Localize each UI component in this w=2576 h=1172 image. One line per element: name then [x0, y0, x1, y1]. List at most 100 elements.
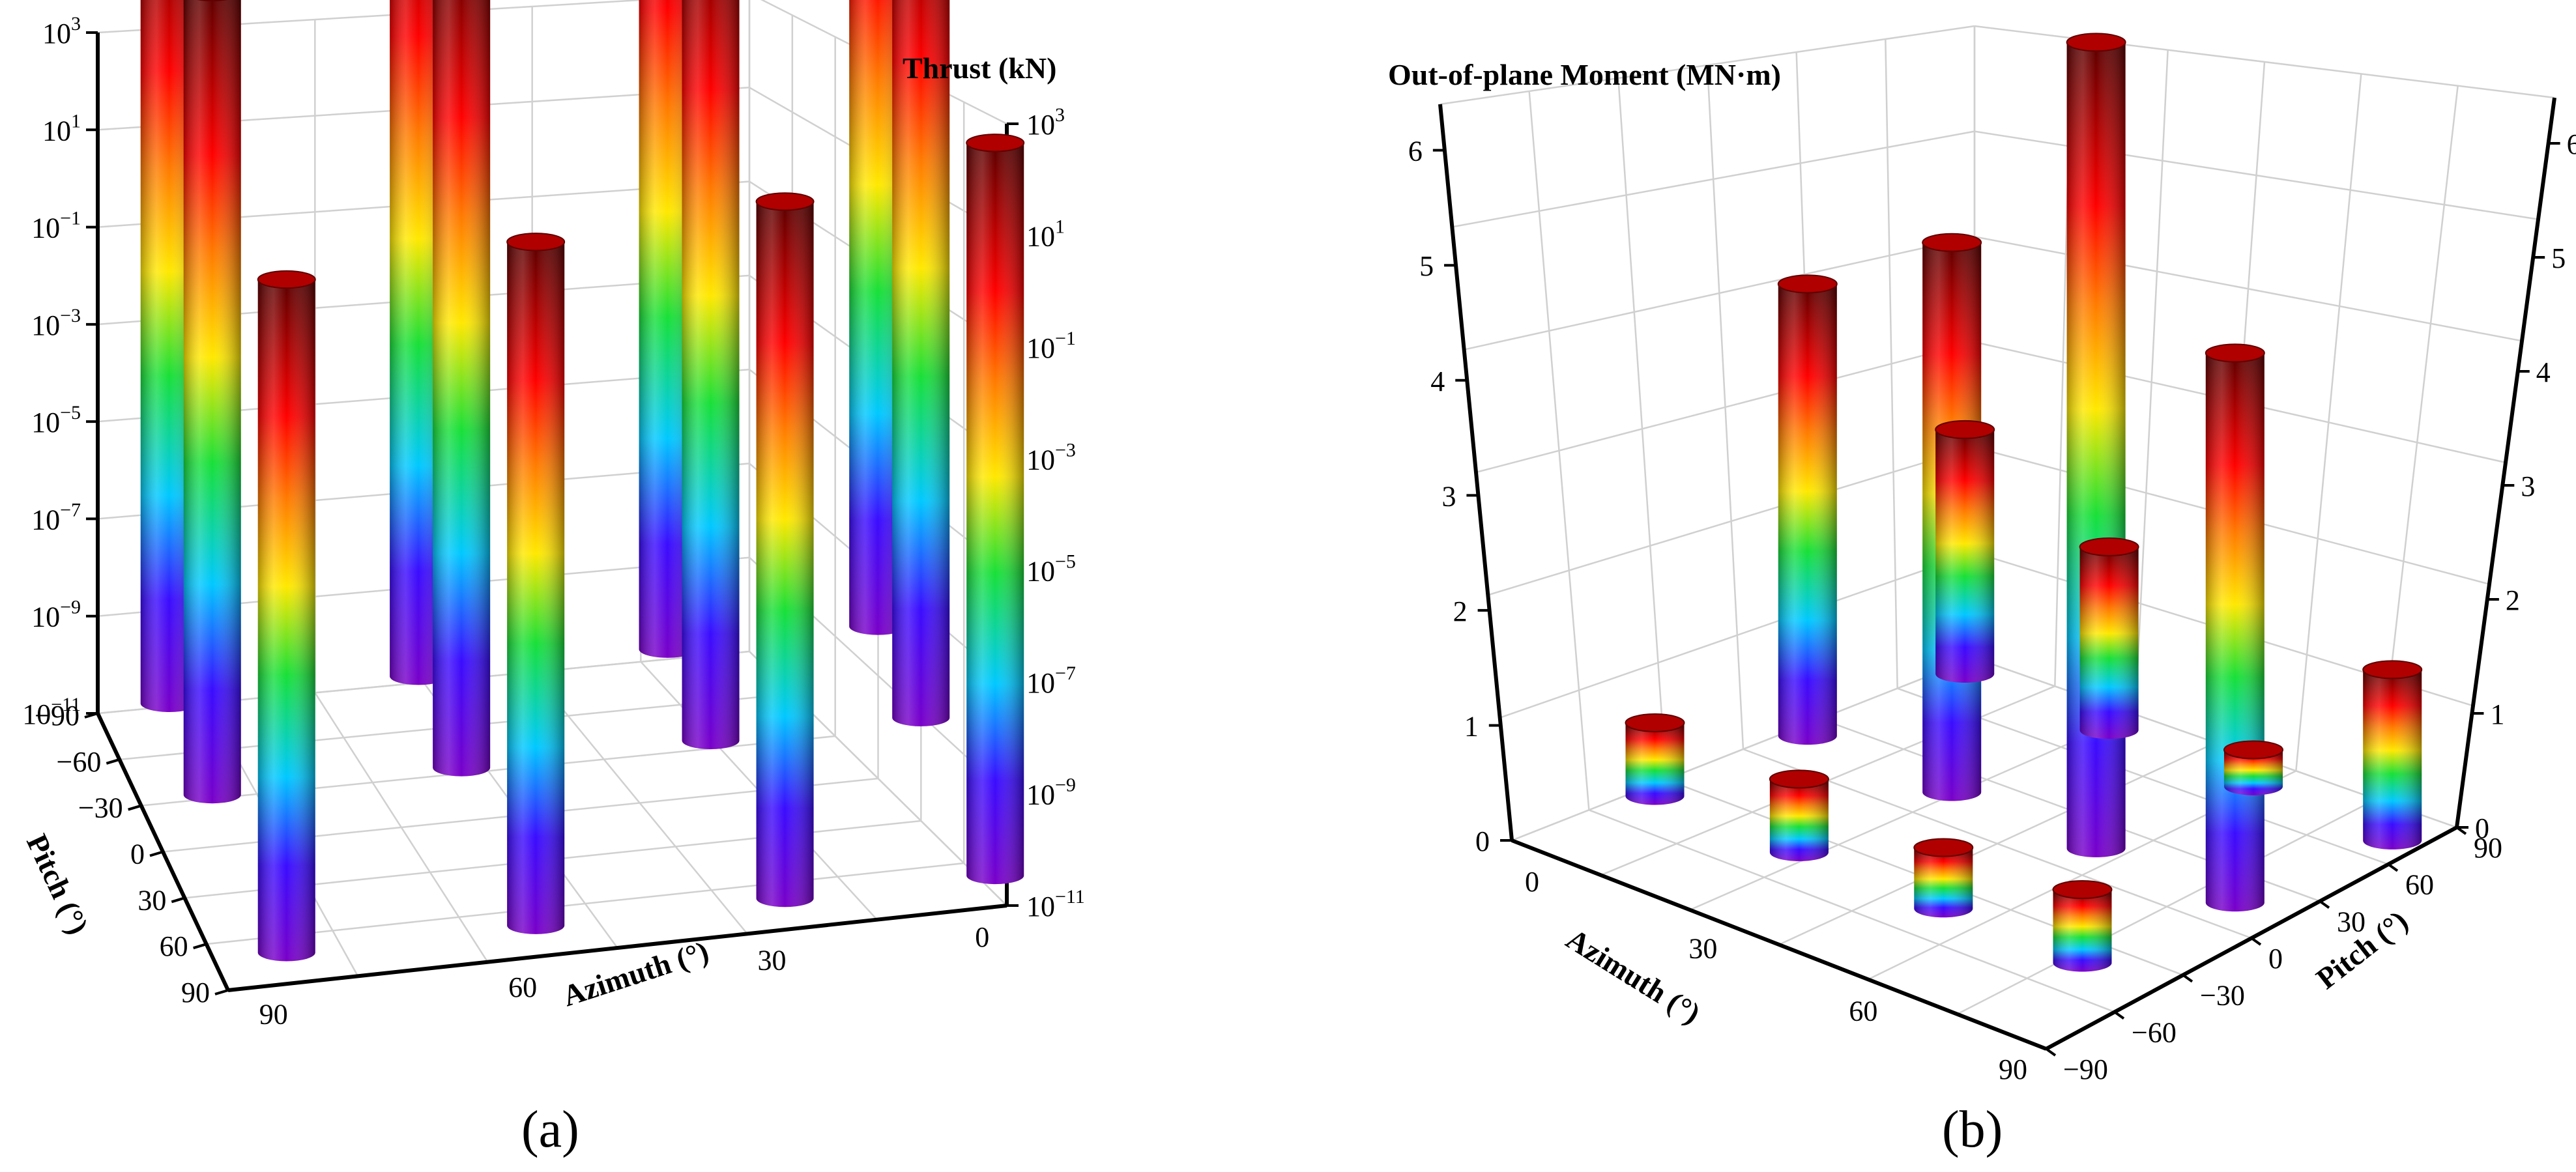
- moment-left-tick-label: 1: [1464, 710, 1479, 742]
- moment-azimuth-tick-label: 30: [1688, 932, 1717, 964]
- thrust-pitch-tick-label: 90: [181, 977, 210, 1008]
- thrust-right-tick-label: 10−3: [1026, 439, 1076, 476]
- moment-grid-line: [2295, 74, 2362, 771]
- thrust-pitch-tick: [193, 943, 207, 950]
- moment-pitch-tick: [2182, 974, 2193, 983]
- moment-pitch-tick: [2455, 826, 2467, 835]
- moment-right-tick-label: 2: [2506, 584, 2520, 616]
- thrust-left-tick-label: 10−9: [31, 597, 81, 633]
- thrust-bar: [682, 0, 740, 749]
- moment-left-axis: [1438, 104, 1514, 841]
- thrust-azimuth-tick-label: 60: [508, 971, 537, 1003]
- moment-bar: [2223, 740, 2283, 795]
- thrust-pitch-tick-label: −90: [35, 700, 80, 732]
- thrust-pitch-tick-label: −60: [57, 746, 102, 778]
- moment-pitch-tick: [2045, 1048, 2057, 1057]
- thrust-bar: [892, 0, 950, 726]
- thrust-bar: [755, 192, 815, 908]
- thrust-left-tick-label: 103: [42, 13, 81, 50]
- moment-azimuth-tick-label: 90: [1999, 1053, 2027, 1085]
- moment-pitch-tick-label: 30: [2337, 906, 2366, 937]
- moment-bar: [2052, 880, 2113, 972]
- moment-pitch-tick-label: −30: [2200, 980, 2245, 1012]
- moment-grid-line: [1956, 798, 2377, 1015]
- thrust-pitch-tick: [84, 712, 98, 719]
- azimuth-axis: [227, 904, 1007, 992]
- moment-bar: [1769, 769, 1829, 861]
- panel-a-thrust: 103 101 10−1 10−3 10−5 10−7 10−9 10−11 103 101 10−…: [22, 0, 1085, 1031]
- thrust-left-tick-label: 10−5: [31, 402, 81, 438]
- moment-left-tick-label: 6: [1408, 136, 1423, 167]
- moment-right-tick-label: 4: [2536, 356, 2551, 388]
- moment-grid-line: [1706, 64, 1744, 750]
- thrust-left-tick-label: 10−7: [31, 499, 81, 536]
- thrust-right-tick-label: 10−1: [1026, 328, 1076, 364]
- moment-right-tick-label: 6: [2567, 128, 2576, 160]
- thrust-pitch-tick: [171, 896, 185, 904]
- moment-axis-title: Out-of-plane Moment (MN·m): [1388, 58, 1781, 91]
- moment-pitch-tick-label: 0: [2268, 943, 2283, 975]
- thrust-azimuth-tick-label: 30: [758, 944, 787, 976]
- moment-bar: [2079, 537, 2139, 739]
- thrust-pitch-tick: [214, 989, 229, 995]
- thrust-grid-line: [206, 862, 964, 945]
- thrust-pitch-tick-label: 0: [130, 838, 145, 870]
- moment-bar: [2205, 343, 2265, 912]
- thrust-right-tick-label: 101: [1026, 216, 1065, 252]
- moment-pitch-tick-label: 60: [2405, 869, 2434, 901]
- thrust-pitch-tick-label: 60: [160, 930, 188, 962]
- moment-bar: [1625, 713, 1685, 805]
- moment-right-axis: [2455, 97, 2556, 828]
- thrust-bar: [966, 134, 1025, 885]
- moment-azimuth-tick-label: 0: [1525, 866, 1539, 898]
- thrust-axis-title: Thrust (kN): [903, 51, 1056, 85]
- moment-right-tick-label: 5: [2551, 242, 2566, 274]
- moment-bar: [1777, 274, 1838, 745]
- thrust-right-tick-label: 10−7: [1026, 663, 1076, 699]
- thrust-pitch-tick: [128, 804, 142, 811]
- moment-pitch-tick-label: 90: [2474, 832, 2502, 864]
- thrust-right-tick-label: 10−5: [1026, 551, 1076, 588]
- moment-grid-line: [1528, 91, 1590, 810]
- moment-right-tick-label: 0: [2475, 812, 2489, 844]
- thrust-pitch-tick-label: 30: [137, 884, 166, 916]
- moment-right-tick-label: 1: [2490, 698, 2504, 730]
- moment-bar: [2362, 660, 2423, 850]
- panel-b-label: (b): [1942, 1101, 2003, 1158]
- thrust-azimuth-tick-label: 0: [975, 921, 989, 953]
- moment-pitch-tick: [2113, 1010, 2125, 1020]
- moment-grid-line: [2134, 50, 2169, 715]
- moment-pitch-tick-label: −90: [2063, 1053, 2108, 1085]
- thrust-pitch-tick-label: −30: [78, 792, 123, 824]
- thrust-left-tick-label: 10−1: [31, 208, 81, 244]
- thrust-left-tick-label: 10−3: [31, 305, 81, 341]
- moment-bar: [1913, 838, 1974, 918]
- thrust-right-tick-label: 103: [1026, 104, 1065, 141]
- panel-b-azimuth-label: Azimuth (°): [1561, 922, 1707, 1030]
- thrust-bar: [183, 0, 241, 804]
- moment-bar: [1935, 420, 1995, 683]
- thrust-azimuth-tick-label: 90: [259, 999, 288, 1031]
- moment-pitch-tick: [2387, 863, 2399, 872]
- moment-azimuth-axis: [1511, 838, 2048, 1051]
- thrust-left-tick-label: 10−11: [22, 694, 81, 730]
- moment-grid-line: [1885, 38, 1898, 689]
- moment-left-tick-label: 5: [1419, 250, 1434, 282]
- moment-right-tick-label: 3: [2521, 470, 2535, 502]
- moment-pitch-tick: [2250, 937, 2262, 946]
- moment-grid-line: [1617, 78, 1667, 780]
- moment-left-tick-label: 3: [1441, 480, 1456, 512]
- thrust-pitch-tick: [149, 850, 164, 857]
- thrust-right-tick-label: 10−11: [1026, 886, 1085, 922]
- moment-pitch-tick: [2319, 900, 2330, 909]
- moment-pitch-tick-label: −60: [2132, 1016, 2177, 1048]
- panel-a-pitch-label: Pitch (°): [20, 829, 95, 939]
- thrust-left-tick-label: 101: [42, 110, 81, 147]
- moment-left-tick-label: 0: [1475, 825, 1490, 857]
- moment-left-tick-label: 2: [1453, 595, 1468, 627]
- thrust-bar: [433, 0, 491, 777]
- thrust-bar: [257, 270, 316, 962]
- thrust-bar: [506, 233, 566, 934]
- moment-left-tick-label: 4: [1430, 365, 1445, 397]
